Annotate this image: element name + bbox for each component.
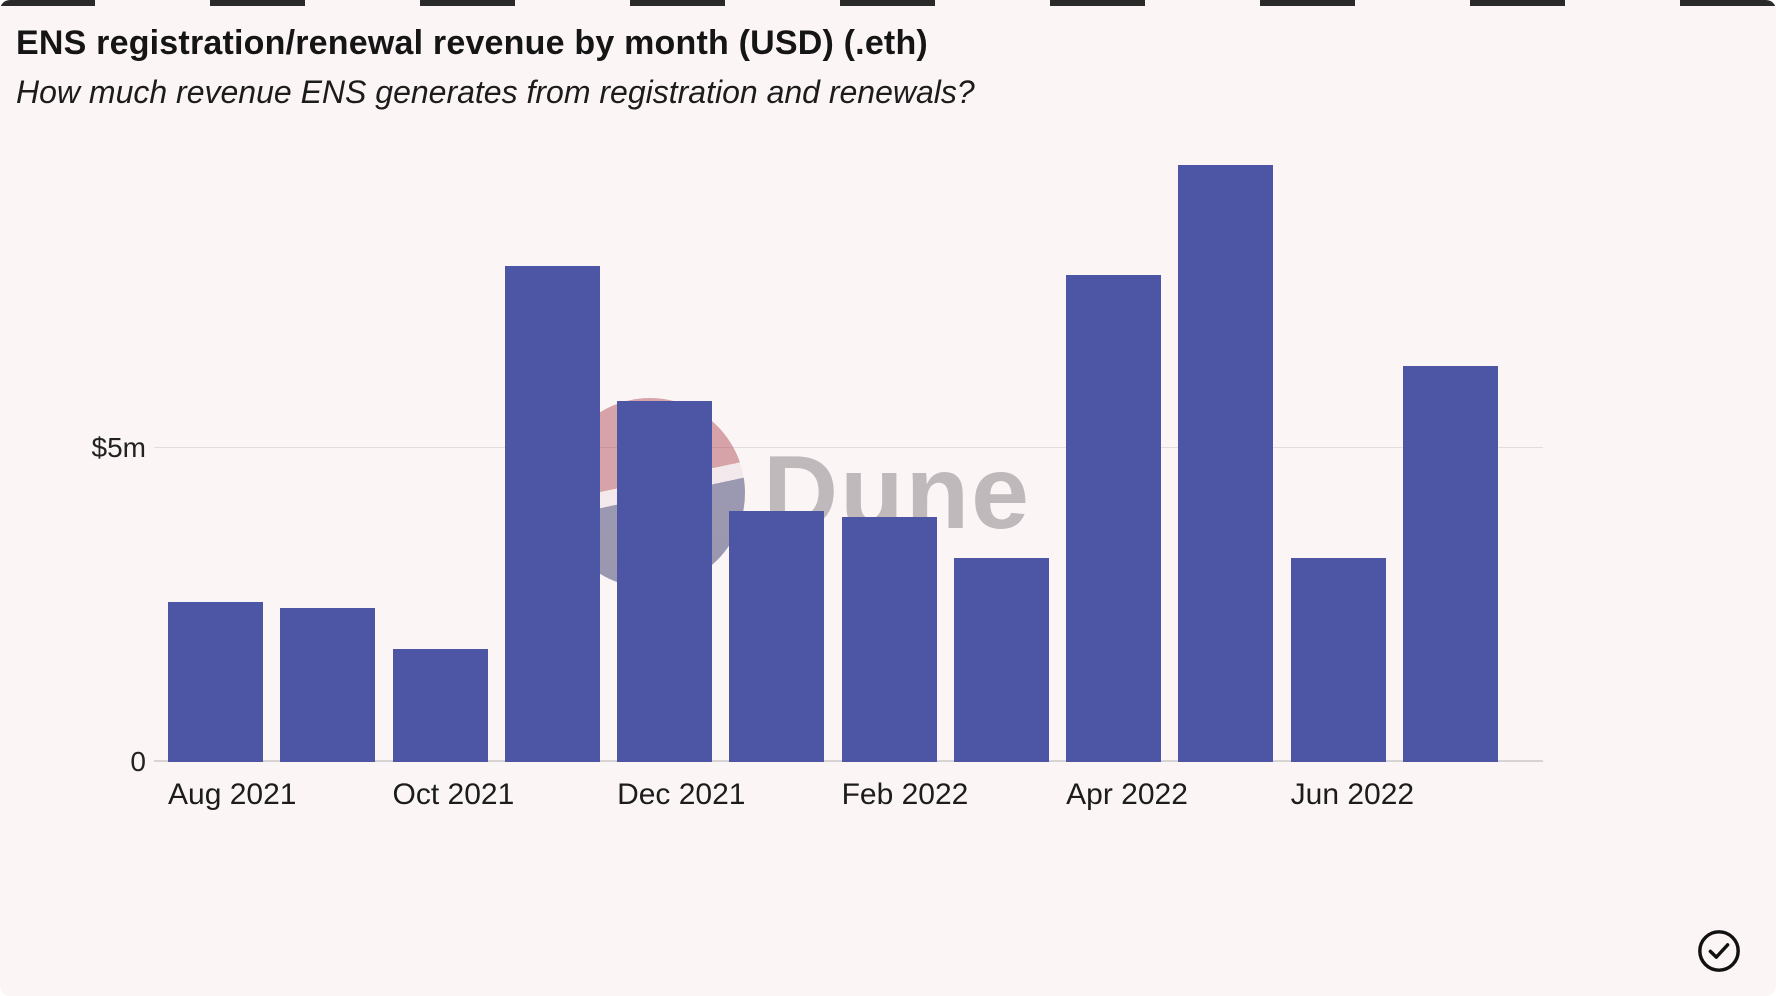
chart-title: ENS registration/renewal revenue by mont…	[16, 24, 928, 62]
plot-area: 0 $5m	[92, 140, 1543, 777]
bar-feb-2022[interactable]	[841, 516, 937, 762]
x-tick-label: Jun 2022	[1290, 778, 1415, 811]
y-tick-label: $5m	[91, 431, 146, 463]
bar-jan-2022[interactable]	[729, 510, 825, 762]
bar-slot	[1290, 140, 1386, 762]
bar-jun-2022[interactable]	[1290, 557, 1386, 762]
bar-sep-2021[interactable]	[280, 608, 376, 762]
x-tick-label: Dec 2021	[617, 778, 746, 811]
bar-slot	[841, 140, 937, 762]
bar-aug-2021[interactable]	[168, 601, 263, 762]
bar-slot	[729, 140, 825, 762]
bar-slot	[1066, 140, 1162, 762]
bar-slot	[617, 140, 713, 762]
gridline-5m	[154, 446, 1543, 448]
x-tick-label	[280, 778, 375, 812]
bar-area	[168, 140, 1498, 762]
x-tick-label	[505, 778, 600, 812]
bar-may-2022[interactable]	[1178, 165, 1274, 762]
checkmark-circle-icon[interactable]	[1696, 928, 1742, 974]
bar-slot	[504, 140, 600, 762]
bar-jul-2022[interactable]	[1402, 366, 1498, 762]
x-tick-label	[954, 778, 1049, 812]
x-tick-label	[1403, 778, 1498, 812]
chart-subtitle: How much revenue ENS generates from regi…	[16, 74, 975, 110]
bar-slot	[392, 140, 488, 762]
bar-slot	[280, 140, 376, 762]
x-tick-label: Feb 2022	[841, 778, 969, 811]
bar-slot	[168, 140, 263, 762]
bar-oct-2021[interactable]	[392, 648, 488, 762]
bar-mar-2022[interactable]	[953, 557, 1049, 762]
x-tick-label: Aug 2021	[168, 778, 297, 811]
x-tick-label: Oct 2021	[392, 778, 515, 811]
x-tick-label: Apr 2022	[1066, 778, 1188, 811]
bar-dec-2021[interactable]	[617, 400, 713, 762]
top-crop-dashes	[0, 0, 1776, 6]
bar-slot	[953, 140, 1049, 762]
bar-slot	[1402, 140, 1498, 762]
x-axis-labels: Aug 2021 Oct 2021 Dec 2021 Feb 2022 Apr 2022…	[168, 778, 1498, 812]
bar-slot	[1178, 140, 1274, 762]
bar-nov-2021[interactable]	[504, 265, 600, 762]
x-tick-label	[1178, 778, 1273, 812]
y-tick-label: 0	[130, 746, 146, 777]
x-tick-label	[729, 778, 824, 812]
bar-apr-2022[interactable]	[1066, 275, 1162, 762]
